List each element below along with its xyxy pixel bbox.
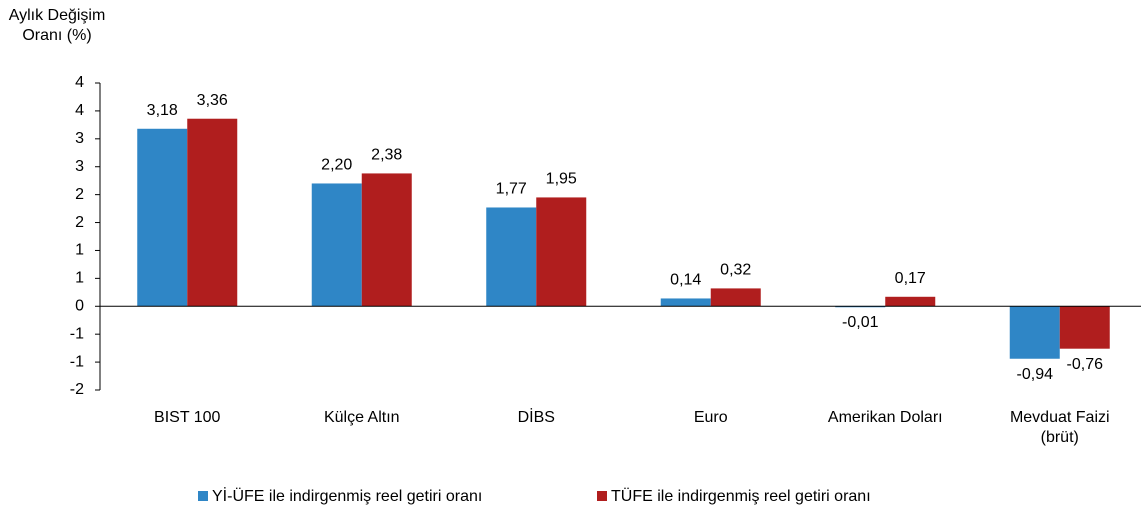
data-label: 2,20 [321, 157, 352, 174]
y-tick-label: 3 [75, 158, 84, 175]
x-tick-label: DİBS [517, 409, 555, 426]
data-label: 3,18 [147, 102, 178, 119]
y-tick-label: 2 [75, 186, 84, 203]
legend-label: TÜFE ile indirgenmiş reel getiri oranı [611, 487, 871, 505]
y-tick-label: -1 [70, 325, 84, 342]
bar [361, 173, 412, 307]
y-tick-label: 0 [75, 297, 84, 314]
x-tick-label: Amerikan Doları [827, 409, 943, 426]
bar [137, 128, 188, 307]
bar [536, 197, 587, 307]
y-tick-label: -1 [70, 353, 84, 370]
data-label: -0,01 [842, 314, 879, 331]
data-label: 0,32 [720, 262, 751, 279]
bar [187, 118, 238, 307]
x-tick-label: BIST 100 [154, 409, 221, 426]
data-label: 2,38 [371, 147, 402, 164]
data-label: 3,36 [197, 92, 228, 109]
bar [710, 288, 761, 307]
y-tick-label: 3 [75, 130, 84, 147]
y-axis-title: Aylık Değişim Oranı (%) [8, 7, 106, 44]
x-tick-label: Euro [693, 409, 728, 426]
legend-label: Yİ-ÜFE ile indirgenmiş reel getiri oranı [212, 486, 482, 505]
data-label: 0,17 [895, 270, 926, 287]
x-tick-label: Mevduat Faizi (brüt) [1009, 409, 1110, 446]
legend-swatch [198, 491, 208, 501]
data-label: 1,77 [496, 181, 527, 198]
legend-swatch [597, 491, 607, 501]
y-tick-label: 1 [75, 242, 84, 259]
bar [311, 183, 362, 307]
y-tick-label: 1 [75, 270, 84, 287]
data-label: 1,95 [546, 171, 577, 188]
y-tick-label: 4 [75, 102, 84, 119]
y-tick-label: -2 [70, 381, 84, 398]
bar [1059, 306, 1110, 349]
bar [486, 207, 537, 307]
data-label: -0,76 [1067, 356, 1104, 373]
bar [885, 296, 936, 307]
bar [1009, 306, 1060, 359]
data-label: 0,14 [670, 272, 701, 289]
x-tick-label: Külçe Altın [323, 409, 400, 426]
y-tick-label: 4 [75, 74, 84, 91]
data-label: -0,94 [1017, 366, 1054, 383]
bar [660, 298, 711, 307]
y-tick-label: 2 [75, 214, 84, 231]
